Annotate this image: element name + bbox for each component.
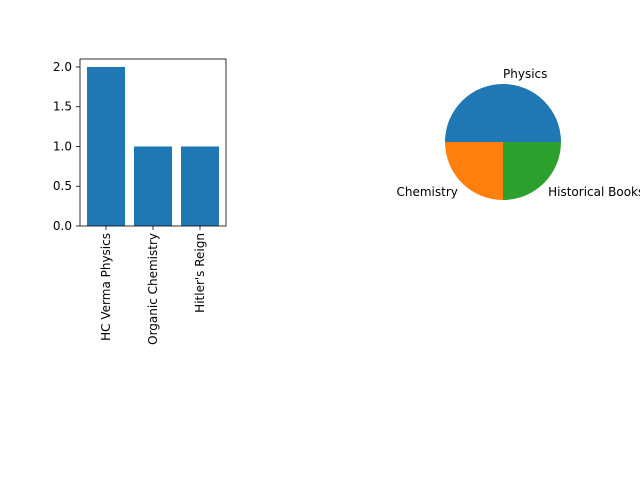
bar-axes-frame (79, 58, 227, 227)
bar-2 (181, 146, 219, 226)
bar-chart: HC Verma Physics Organic Chemistry Hitler'… (53, 58, 227, 345)
y-tick-label: 0.5 (53, 179, 72, 193)
x-tick-label: Hitler's Reign (193, 233, 207, 313)
pie-slice-1 (445, 142, 503, 200)
pie-slice-2 (503, 142, 561, 200)
x-tick-label: Organic Chemistry (146, 233, 160, 345)
x-tick-label: HC Verma Physics (99, 233, 113, 341)
y-tick-label: 2.0 (53, 60, 72, 74)
y-tick-label: 1.5 (53, 100, 72, 114)
pie-slice-0 (445, 84, 561, 142)
bar-0 (87, 66, 125, 226)
y-tick-label: 0.0 (53, 219, 72, 233)
pie-label-2: Historical Books (548, 185, 640, 199)
pie-label-0: Physics (503, 67, 547, 81)
pie-label-1: Chemistry (396, 185, 457, 199)
pie-chart: Physics Chemistry Historical Books (396, 67, 640, 200)
y-tick-label: 1.0 (53, 139, 72, 153)
bar-1 (134, 146, 172, 226)
